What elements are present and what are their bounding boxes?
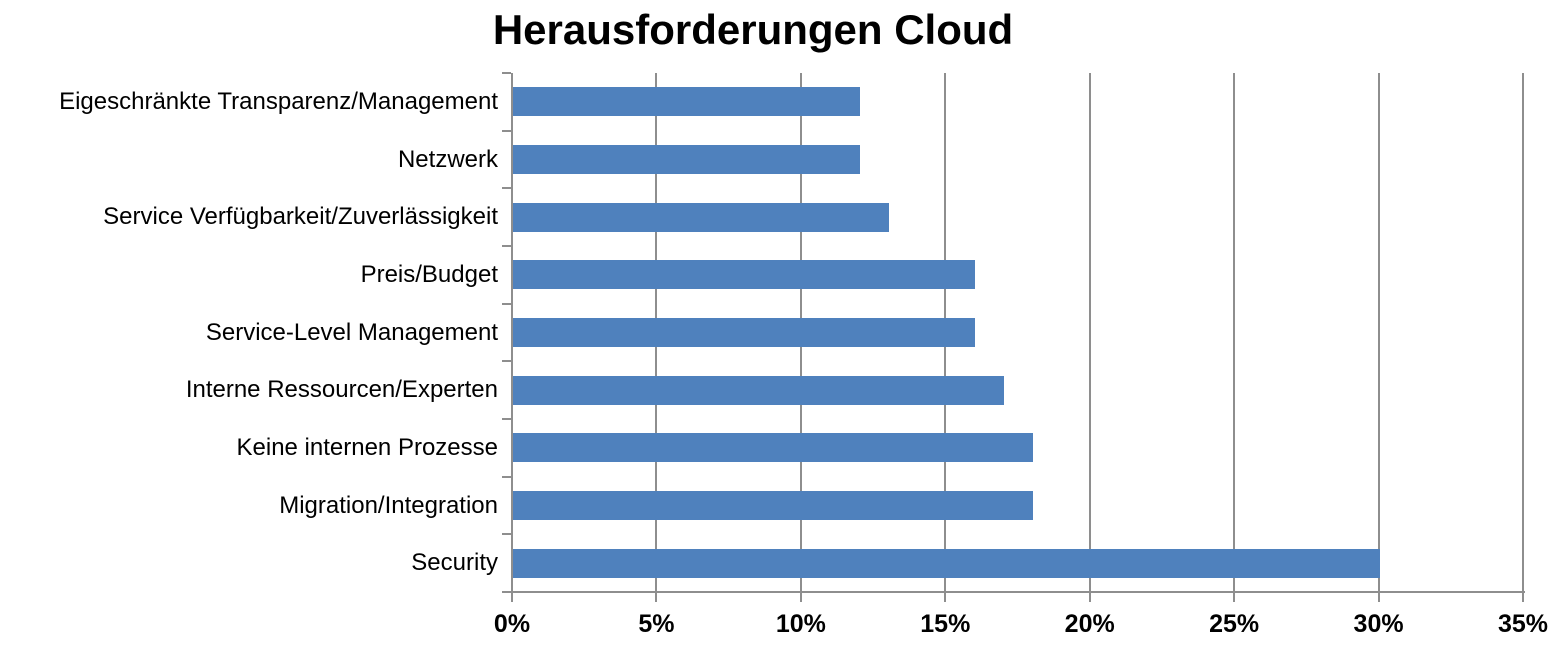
category-label: Netzwerk [397, 145, 498, 173]
x-axis-label: 15% [920, 610, 971, 638]
bar [513, 260, 976, 290]
gridline-35% [1522, 73, 1524, 592]
category-label: Service Verfügbarkeit/Zuverlässigkeit [103, 203, 498, 231]
y-axis-tick [502, 302, 511, 305]
bar [513, 491, 1033, 520]
x-axis-tick [1233, 592, 1236, 602]
x-axis-label: 20% [1064, 610, 1115, 638]
x-axis-tick [799, 592, 802, 602]
x-axis-line [504, 591, 1525, 593]
category-label: Interne Ressourcen/Experten [185, 376, 498, 404]
bar [513, 87, 860, 117]
x-axis-tick [1377, 592, 1380, 602]
category-label: Migration/Integration [279, 491, 498, 519]
x-axis-tick [511, 592, 513, 602]
bar [513, 548, 1380, 578]
category-label: Eigeschränkte Transparenz/Management [59, 87, 498, 115]
category-label: Keine internen Prozesse [236, 433, 499, 461]
bar [513, 145, 860, 174]
y-axis-tick [502, 533, 511, 536]
y-axis-tick [502, 187, 511, 190]
category-label: Service-Level Management [205, 318, 498, 346]
y-axis-line [511, 73, 513, 592]
gridline-30% [1377, 73, 1380, 592]
bar [513, 433, 1033, 463]
x-axis-label: 5% [638, 610, 675, 638]
y-axis-tick [502, 360, 511, 363]
category-label: Security [411, 549, 498, 577]
gridline-25% [1233, 73, 1236, 592]
x-axis-tick [1088, 592, 1091, 602]
y-axis-tick [502, 245, 511, 247]
y-axis-tick [502, 72, 511, 74]
y-axis-tick [502, 129, 511, 132]
gridline-20% [1088, 73, 1091, 592]
bar [513, 375, 1005, 405]
x-axis-tick [655, 592, 658, 602]
x-axis-tick [1522, 592, 1524, 602]
x-axis-label: 30% [1353, 610, 1404, 638]
x-axis-label: 0% [493, 610, 531, 638]
x-axis-label: 25% [1209, 610, 1260, 638]
y-axis-tick [502, 475, 511, 478]
category-label: Preis/Budget [360, 260, 498, 288]
x-axis-tick [944, 592, 947, 602]
x-axis-label: 10% [775, 610, 826, 638]
y-axis-tick [502, 418, 511, 420]
bar [513, 202, 889, 232]
x-axis-label: 35% [1497, 610, 1549, 638]
chart-title: Herausforderungen Cloud [492, 6, 1014, 53]
bar [513, 318, 976, 347]
